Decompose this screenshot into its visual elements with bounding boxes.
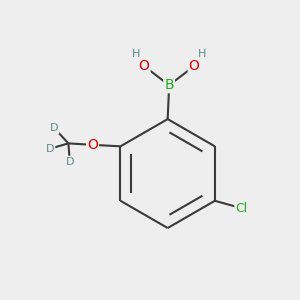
Text: O: O (87, 138, 98, 152)
Text: B: B (164, 78, 174, 92)
Text: D: D (50, 123, 58, 133)
Text: D: D (66, 157, 74, 166)
Text: O: O (139, 59, 149, 73)
Text: H: H (132, 49, 140, 59)
Text: Cl: Cl (235, 202, 248, 215)
Text: H: H (198, 49, 207, 59)
Text: D: D (46, 144, 54, 154)
Text: O: O (189, 59, 200, 73)
